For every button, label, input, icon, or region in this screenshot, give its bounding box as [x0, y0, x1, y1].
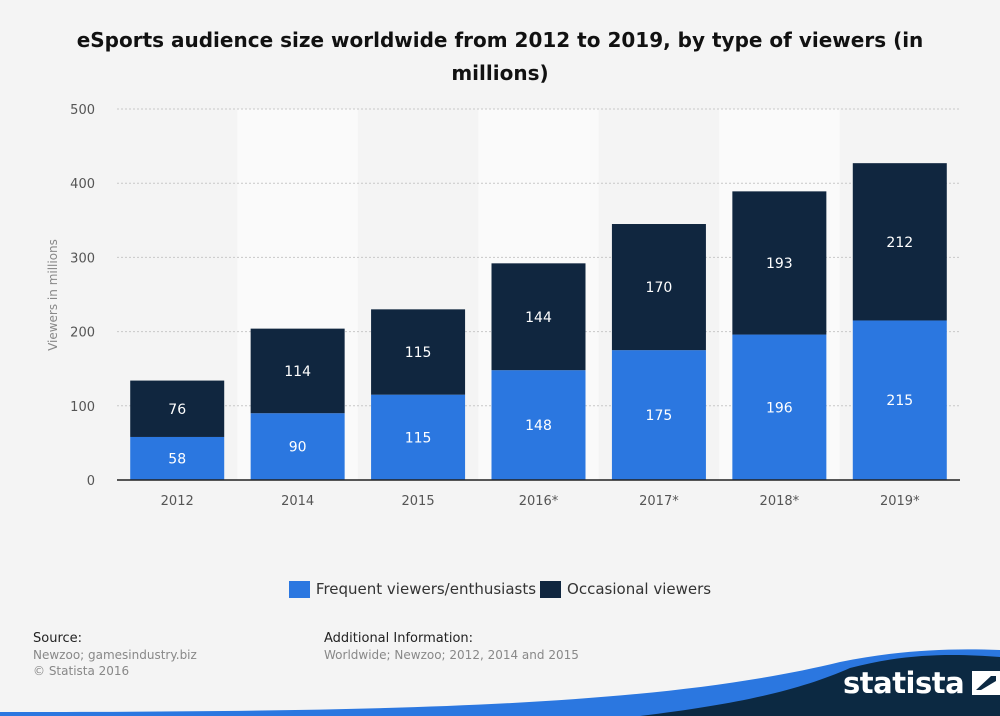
brand-name: statista	[843, 666, 965, 700]
x-tick-label: 2019*	[880, 494, 920, 509]
bar-occasional-2015	[371, 309, 466, 395]
legend-item-occasional[interactable]: Occasional viewers	[540, 580, 711, 598]
chart-plot: 587690114115115148144175170196193215212 …	[46, 103, 960, 509]
y-tick-label: 200	[70, 326, 95, 341]
copyright-line: © Statista 2016	[33, 664, 130, 678]
source-block: Source: Newzoo; gamesindustry.biz © Stat…	[33, 631, 197, 679]
legend-swatch-occasional	[540, 580, 562, 598]
bar-occasional-2012	[130, 380, 225, 437]
statista-logo[interactable]: statista	[843, 666, 1000, 700]
data-label: 148	[525, 418, 552, 434]
bar-frequent-2019	[852, 320, 947, 480]
data-label: 144	[525, 310, 552, 326]
bar-frequent-2018	[732, 334, 827, 480]
data-label: 58	[168, 451, 186, 467]
data-label: 175	[646, 408, 673, 424]
x-tick-label: 2018*	[760, 494, 800, 509]
y-tick-label: 500	[70, 103, 95, 118]
legend-swatch-frequent	[288, 580, 310, 598]
source-line[interactable]: Newzoo; gamesindustry.biz	[33, 648, 197, 662]
x-tick-label: 2014	[281, 494, 314, 509]
data-label: 196	[766, 400, 793, 416]
statista-logo-icon	[972, 671, 1000, 695]
data-label: 212	[886, 235, 913, 251]
data-label: 90	[289, 440, 307, 456]
data-label: 170	[646, 280, 673, 296]
y-tick-label: 300	[70, 251, 95, 266]
x-tick-label: 2012	[161, 494, 194, 509]
legend-item-frequent[interactable]: Frequent viewers/enthusiasts	[288, 580, 537, 598]
bar-frequent-2015	[371, 394, 466, 480]
bar-frequent-2012	[130, 436, 225, 480]
bar-frequent-2016	[491, 370, 586, 480]
legend-label-occasional: Occasional viewers	[567, 580, 712, 598]
y-tick-label: 0	[87, 474, 95, 489]
bar-occasional-2019	[852, 163, 947, 321]
y-tick-label: 400	[70, 177, 95, 192]
data-label: 114	[284, 364, 311, 380]
data-label: 115	[405, 345, 432, 361]
bar-occasional-2017	[611, 224, 706, 351]
y-tick-label: 100	[70, 400, 95, 415]
bar-occasional-2016	[491, 263, 586, 371]
y-axis-label: Viewers in millions	[46, 239, 60, 351]
additional-info-text: Worldwide; Newzoo; 2012, 2014 and 2015	[324, 648, 579, 662]
additional-info-block: Additional Information: Worldwide; Newzo…	[324, 631, 579, 663]
data-label: 115	[405, 430, 432, 446]
x-tick-label: 2017*	[639, 494, 679, 509]
legend-label-frequent: Frequent viewers/enthusiasts	[315, 580, 537, 598]
additional-info-heading: Additional Information:	[324, 631, 474, 646]
bar-occasional-2018	[732, 191, 827, 335]
x-tick-label: 2015	[402, 494, 435, 509]
bar-frequent-2014	[250, 413, 345, 480]
bar-frequent-2017	[611, 350, 706, 480]
data-label: 193	[766, 256, 793, 272]
chart-title: eSports audience size worldwide from 201…	[76, 28, 924, 85]
data-label: 215	[886, 393, 913, 409]
data-label: 76	[168, 402, 186, 418]
source-heading: Source:	[33, 631, 83, 646]
bar-occasional-2014	[250, 328, 345, 414]
x-tick-label: 2016*	[519, 494, 559, 509]
legend: Frequent viewers/enthusiasts Occasional …	[0, 580, 1000, 598]
